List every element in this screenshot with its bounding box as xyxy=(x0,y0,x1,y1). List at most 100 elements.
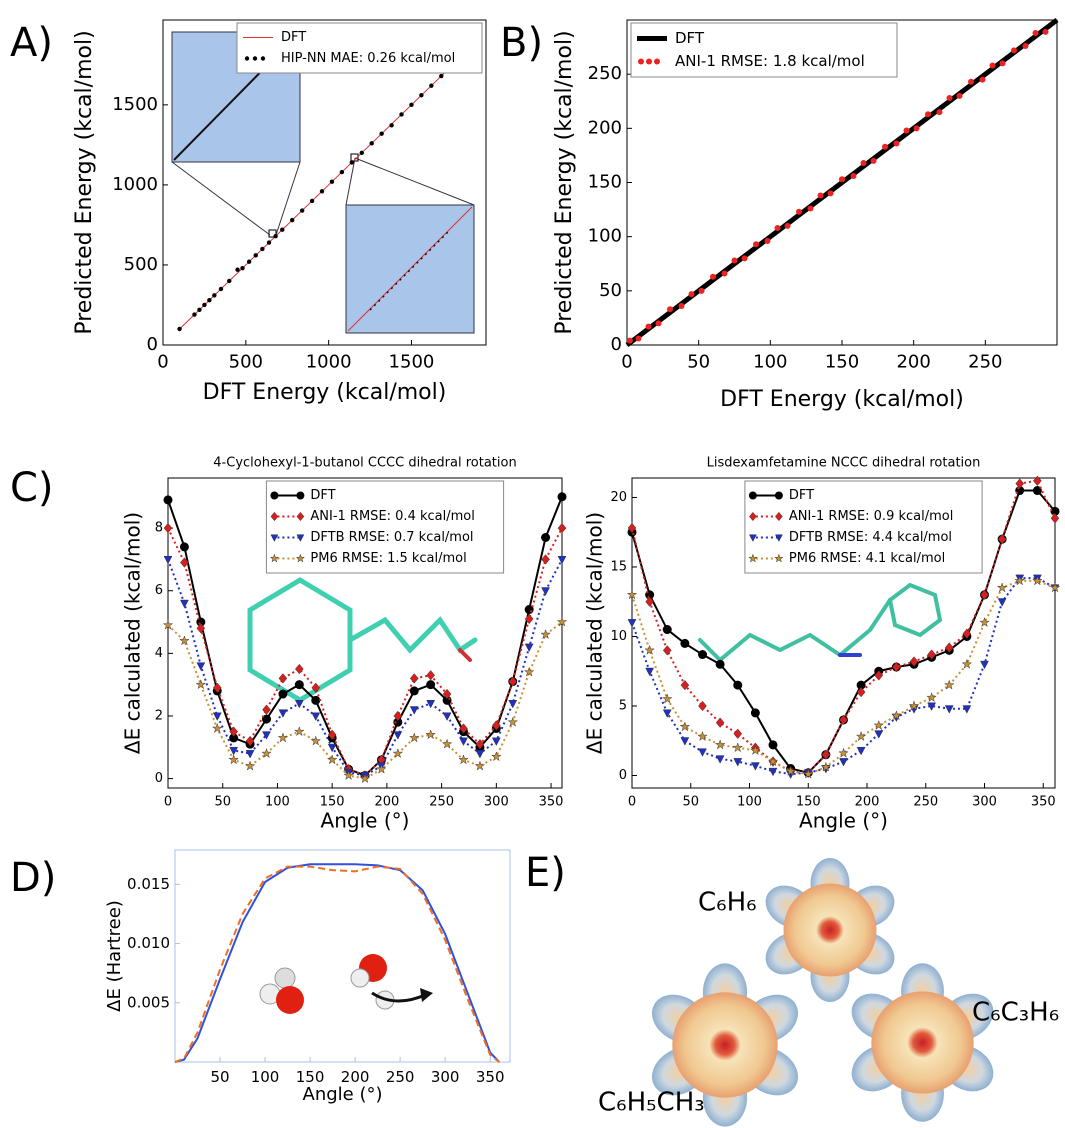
data-point xyxy=(962,628,972,639)
x-tick-label: 350 xyxy=(1031,794,1056,809)
data-point xyxy=(688,291,695,298)
x-tick-label: 350 xyxy=(539,794,564,809)
y-tick-label: 0.010 xyxy=(127,934,170,952)
x-tick-label: 500 xyxy=(229,352,263,373)
legend-label: ANI-1 RMSE: 1.8 kcal/mol xyxy=(675,52,865,70)
data-point xyxy=(962,705,972,714)
data-point xyxy=(163,555,173,565)
y-tick-label: 200 xyxy=(588,117,622,138)
data-point xyxy=(817,192,824,199)
data-point xyxy=(556,616,568,627)
legend-marker xyxy=(260,56,266,61)
data-point xyxy=(180,557,189,568)
legend-marker xyxy=(269,553,280,563)
data-point xyxy=(541,532,551,542)
data-point xyxy=(311,712,321,721)
legend-label: HIP-NN MAE: 0.26 kcal/mol xyxy=(281,51,455,66)
legend-label: DFT xyxy=(789,488,814,503)
legend-marker xyxy=(296,534,305,542)
inset-decoration xyxy=(171,31,475,334)
data-point xyxy=(192,312,197,317)
data-point xyxy=(273,233,278,239)
x-tick-label: 100 xyxy=(737,794,762,809)
data-point xyxy=(635,335,642,342)
data-point xyxy=(774,225,781,231)
data-point xyxy=(627,522,637,534)
molecule-sketch xyxy=(247,577,943,703)
legend-marker xyxy=(748,534,757,542)
data-point xyxy=(393,710,403,722)
data-point xyxy=(662,709,672,718)
data-point xyxy=(820,761,832,772)
data-point xyxy=(715,717,725,728)
data-point xyxy=(1042,28,1049,35)
series-line xyxy=(631,579,1056,776)
data-point xyxy=(508,700,518,709)
data-point xyxy=(376,763,387,774)
x-tick-label: 300 xyxy=(484,794,509,809)
y-axis-label: Predicted Energy (kcal/mol) xyxy=(72,30,97,334)
data-point xyxy=(163,522,173,534)
data-point xyxy=(227,278,232,284)
data-point xyxy=(838,747,849,758)
data-point xyxy=(327,743,337,753)
data-point xyxy=(196,662,206,671)
data-point xyxy=(278,689,288,699)
data-point xyxy=(393,731,403,740)
y-tick-label: 250 xyxy=(588,63,622,84)
legend-label: DFT xyxy=(281,30,306,45)
data-point xyxy=(253,253,258,258)
data-point xyxy=(979,76,986,83)
data-point xyxy=(369,141,374,146)
legend-label: DFT xyxy=(310,488,335,503)
data-point xyxy=(827,190,834,197)
data-point xyxy=(645,667,655,677)
data-point xyxy=(426,680,436,690)
data-point xyxy=(944,705,954,714)
legend-label: PM6 RMSE: 1.5 kcal/mol xyxy=(310,551,466,566)
legend-box xyxy=(265,480,505,574)
data-point xyxy=(741,255,748,262)
legend-label: ANI-1 RMSE: 0.9 kcal/mol xyxy=(789,509,953,524)
data-point xyxy=(961,658,973,669)
y-tick-label: 6 xyxy=(155,583,163,598)
data-point xyxy=(212,712,222,721)
data-point xyxy=(507,716,519,727)
data-point xyxy=(379,131,384,136)
legend-label: DFTB RMSE: 0.7 kcal/mol xyxy=(310,530,473,545)
surface-image xyxy=(843,963,1002,1122)
panel-label: E) xyxy=(525,850,566,896)
data-point xyxy=(229,746,239,756)
data-point xyxy=(626,589,638,600)
x-tick-label: 1500 xyxy=(389,352,435,373)
y-tick-label: 0.005 xyxy=(127,993,170,1011)
legend-label: ANI-1 RMSE: 0.4 kcal/mol xyxy=(310,509,474,524)
legend-marker xyxy=(270,534,279,542)
data-point xyxy=(409,706,419,715)
plot-frame xyxy=(174,849,511,1063)
data-point xyxy=(310,735,322,746)
y-axis-label: ΔE calculated (kcal/mol) xyxy=(583,512,607,754)
data-point xyxy=(731,257,738,264)
data-point xyxy=(262,704,271,715)
legend-marker xyxy=(774,491,783,500)
series-line xyxy=(174,865,500,1063)
y-axis-label: ΔE (Hartree) xyxy=(104,900,125,1012)
data-point xyxy=(293,726,305,737)
data-point xyxy=(280,227,285,232)
data-point xyxy=(698,748,707,757)
data-point xyxy=(733,758,743,767)
data-point xyxy=(392,747,404,759)
series-line xyxy=(631,577,1056,776)
data-point xyxy=(409,673,419,684)
legend-label: DFT xyxy=(675,29,705,47)
data-point xyxy=(784,222,791,229)
data-point xyxy=(541,554,550,565)
data-point xyxy=(202,302,207,308)
x-tick-label: 100 xyxy=(753,352,787,373)
x-axis-label: DFT Energy (kcal/mol) xyxy=(203,380,447,405)
legend-marker xyxy=(270,491,279,500)
data-point xyxy=(927,649,936,660)
data-point xyxy=(873,719,885,730)
